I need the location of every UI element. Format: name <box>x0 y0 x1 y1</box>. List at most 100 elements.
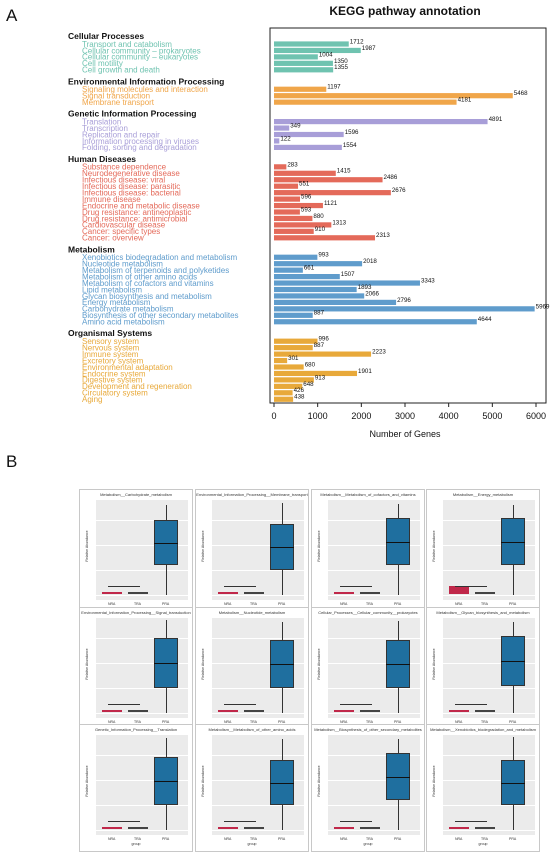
gridline <box>212 688 304 689</box>
gridline <box>328 570 420 571</box>
category-label: Circulatory system <box>82 389 148 398</box>
bar-value-label: 2486 <box>384 174 398 181</box>
bar <box>274 345 313 351</box>
category-label: Replication and repair <box>82 130 160 139</box>
boxplot-title: Cellular_Processes__Cellular_community__… <box>318 610 418 615</box>
box-tra <box>360 710 380 712</box>
category-label: Environmental adaptation <box>82 363 173 372</box>
box-tra <box>360 592 380 594</box>
bar-value-label: 3343 <box>421 277 435 284</box>
box-nra <box>102 710 122 712</box>
gridline <box>96 545 188 546</box>
box-tra <box>244 592 264 594</box>
boxplot-panel: Environmental_Information_Processing__Si… <box>79 607 193 735</box>
bar-value-label: 887 <box>314 342 325 349</box>
bar-value-label: 910 <box>315 226 326 233</box>
median-line <box>154 542 178 544</box>
category-label: Infectious disease: viral <box>82 176 165 185</box>
box-nra <box>218 827 238 829</box>
gridline <box>328 545 420 546</box>
bar <box>274 357 288 364</box>
bar-value-label: 438 <box>294 394 305 401</box>
bar <box>274 202 323 209</box>
boxplot-area <box>328 500 420 600</box>
bar <box>274 215 313 222</box>
significance-bar <box>340 821 372 822</box>
boxplot-ylabel: Relative Abundance <box>201 765 205 797</box>
gridline <box>328 830 420 831</box>
gridline <box>212 520 304 521</box>
bar <box>274 228 314 234</box>
bar-value-label: 551 <box>299 181 310 188</box>
gridline <box>212 570 304 571</box>
significance-bar <box>340 586 372 587</box>
bar <box>274 254 318 260</box>
bar-value-label: 2676 <box>392 187 406 194</box>
boxplot-ylabel: Relative Abundance <box>317 530 321 562</box>
boxplot-area <box>212 735 304 835</box>
x-tick-label: 5000 <box>482 411 502 421</box>
bar <box>274 183 299 189</box>
boxplot-title: Environmental_Information_Processing__Me… <box>196 492 308 497</box>
box-nra <box>334 592 354 594</box>
gridline <box>443 663 535 664</box>
box-tra <box>475 710 495 712</box>
boxplot-title: Metabolism__Metabolism_of_other_amino_ac… <box>208 727 296 732</box>
category-label: Nucleotide metabolism <box>82 260 163 269</box>
median-line <box>501 782 525 784</box>
bar-value-label: 301 <box>288 355 299 362</box>
box-nra <box>218 592 238 594</box>
x-axis-label: Number of Genes <box>369 429 441 439</box>
bar <box>274 54 318 60</box>
bar <box>274 209 300 215</box>
boxplot-panel: Metabolism__Biosynthesis_of_other_second… <box>311 724 425 852</box>
bar <box>274 261 363 267</box>
category-label: Cardiovascular disease <box>82 221 166 230</box>
bar-value-label: 4891 <box>489 116 503 123</box>
category-label: Substance dependence <box>82 163 167 172</box>
gridline <box>212 780 304 781</box>
bar-value-label: 661 <box>304 265 315 272</box>
bar-value-label: 1507 <box>341 271 355 278</box>
median-line <box>270 547 294 548</box>
box-tra <box>244 710 264 712</box>
bar <box>274 164 287 170</box>
category-label: Cancer: specific types <box>82 227 160 236</box>
significance-bar <box>340 704 372 705</box>
box-tra <box>475 592 495 594</box>
gridline <box>96 755 188 756</box>
bar-value-label: 122 <box>280 135 291 142</box>
gridline <box>328 688 420 689</box>
gridline <box>443 638 535 639</box>
bar-value-label: 887 <box>314 310 325 317</box>
boxplot-xtick: NRA <box>224 602 232 606</box>
x-tick-label: 1000 <box>308 411 328 421</box>
box-nra <box>449 710 469 712</box>
gridline <box>328 520 420 521</box>
category-label: Digestive system <box>82 376 143 385</box>
bar-value-label: 1712 <box>350 38 364 45</box>
bar <box>274 144 342 150</box>
bar-value-label: 680 <box>305 361 316 368</box>
bar-value-label: 596 <box>301 194 312 201</box>
bar <box>274 319 477 325</box>
gridline <box>212 638 304 639</box>
category-label: Lipid metabolism <box>82 285 142 294</box>
bar <box>274 119 488 125</box>
bar <box>274 131 344 138</box>
category-label: Information processing in viruses <box>82 137 199 146</box>
boxplot-ylabel: Relative Abundance <box>317 648 321 680</box>
boxplot-area <box>96 735 188 835</box>
gridline <box>328 663 420 664</box>
gridline <box>96 830 188 831</box>
category-label: Metabolism of terpenoids and polyketides <box>82 266 229 275</box>
bar <box>274 286 357 293</box>
bar-value-label: 1901 <box>358 368 372 375</box>
x-tick-label: 2000 <box>351 411 371 421</box>
boxplot-area <box>96 500 188 600</box>
gridline <box>96 520 188 521</box>
gridline <box>443 830 535 831</box>
boxplot-ylabel: Relative Abundance <box>201 648 205 680</box>
significance-bar <box>108 704 140 705</box>
category-label: Development and regeneration <box>82 382 192 391</box>
